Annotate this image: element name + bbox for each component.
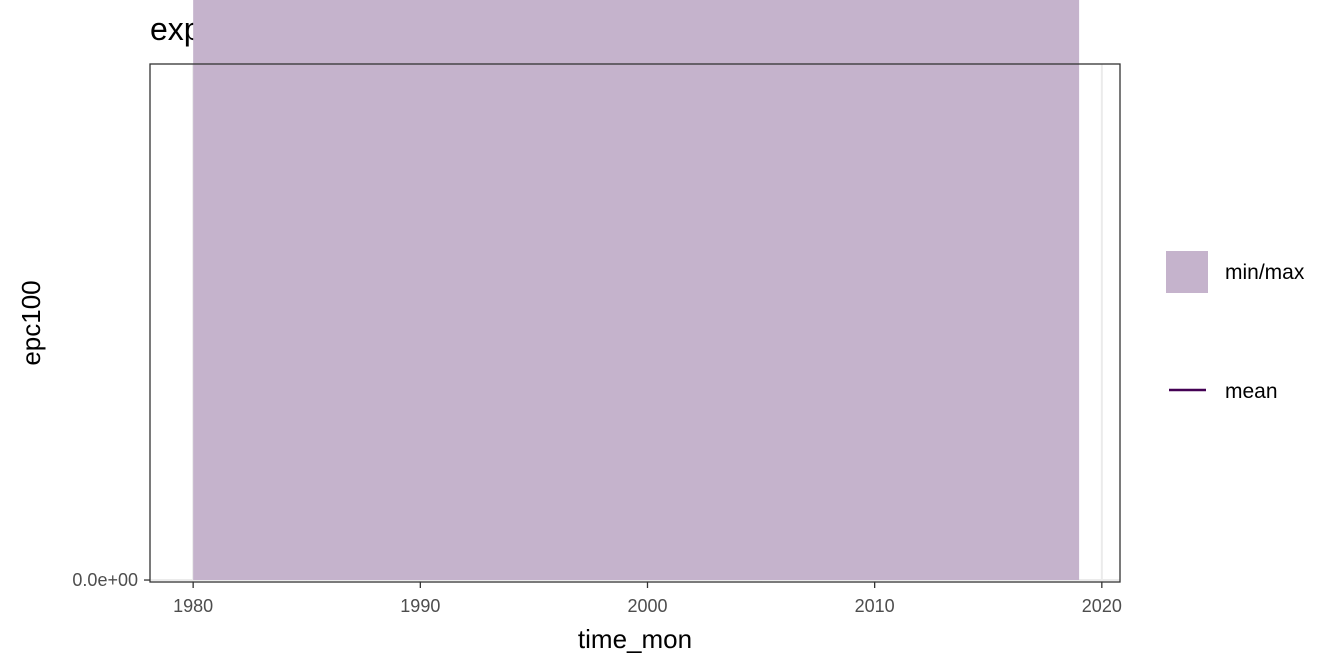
x-tick-label: 2000 [627, 596, 667, 616]
x-tick-label: 2020 [1082, 596, 1122, 616]
x-tick-label: 2010 [855, 596, 895, 616]
y-axis-title: epc100 [16, 280, 46, 365]
plot-panel-border [149, 63, 1121, 583]
legend-label-min-max: min/max [1225, 261, 1305, 284]
x-tick-label: 1990 [400, 596, 440, 616]
x-axis: 1980 1990 2000 2010 2020 [173, 582, 1122, 616]
min-max-ribbon [193, 0, 1080, 581]
y-tick-label: 0.0e+00 [72, 570, 138, 590]
y-axis: 0.0e+002.5e-075.0e-077.5e-071.0e-06 [72, 570, 150, 590]
legend-label-mean: mean [1225, 380, 1278, 403]
x-tick-label: 1980 [173, 596, 213, 616]
min-max-ribbon-layer [193, 0, 1080, 581]
legend: min/max mean [1166, 251, 1305, 403]
x-axis-title: time_mon [578, 624, 692, 654]
legend-key-min-max [1166, 251, 1208, 293]
